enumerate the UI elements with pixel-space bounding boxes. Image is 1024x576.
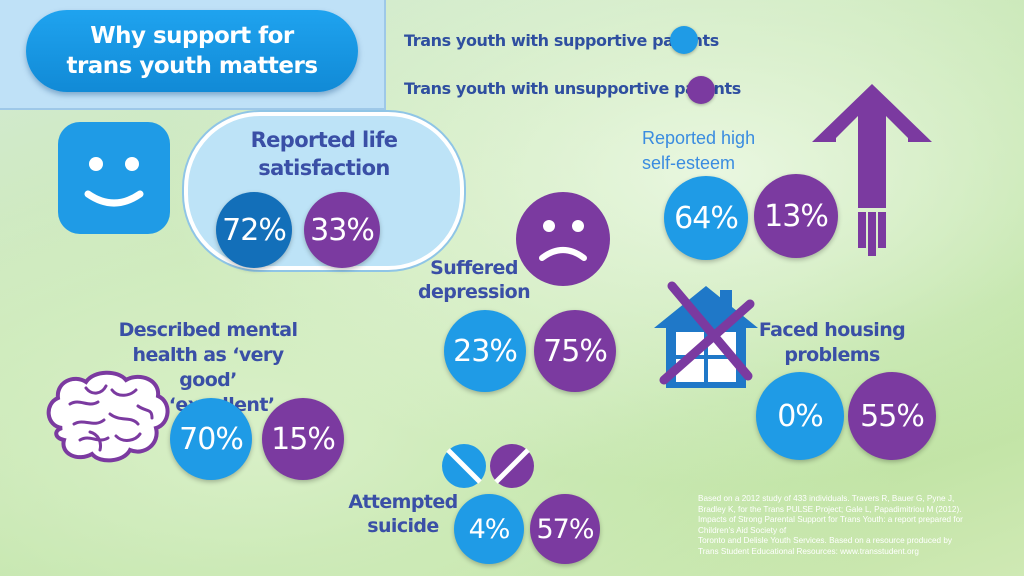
suicide-supportive-value: 4% xyxy=(454,494,524,564)
life-satisfaction-label: Reported life satisfaction xyxy=(196,126,452,182)
suicide-label-line-2: suicide xyxy=(367,515,439,537)
mental-health-label-line-2: health as ‘very good’ xyxy=(132,344,285,391)
legend-unsupportive-label: Trans youth with unsupportive parents xyxy=(404,79,741,98)
mental-health-label-line-1: Described mental xyxy=(118,319,298,341)
legend-unsupportive-dot xyxy=(687,76,715,104)
footnote-line-4: Children’s Aid Society of xyxy=(698,525,787,535)
title-line-1: Why support for xyxy=(90,23,294,49)
depression-label: Suffered depression xyxy=(410,256,538,304)
brain-icon xyxy=(40,368,174,468)
housing-label-line-2: problems xyxy=(784,344,880,366)
depression-label-line-1: Suffered xyxy=(430,257,518,279)
mental-health-unsupportive-value: 15% xyxy=(262,398,344,480)
self-esteem-supportive-value: 64% xyxy=(664,176,748,260)
depression-supportive-value: 23% xyxy=(444,310,526,392)
legend-supportive-label: Trans youth with supportive parents xyxy=(404,31,719,50)
life-satisfaction-unsupportive-value: 33% xyxy=(304,192,380,268)
self-esteem-unsupportive-value: 13% xyxy=(754,174,838,258)
title-line-2: trans youth matters xyxy=(66,53,318,79)
sad-face-icon xyxy=(516,192,610,286)
depression-label-line-2: depression xyxy=(417,281,531,303)
footnote-line-6: Trans Student Educational Resources: www… xyxy=(698,546,919,556)
footnote-line-3: Impacts of Strong Parental Support for T… xyxy=(698,515,963,525)
housing-label-line-1: Faced housing xyxy=(758,319,906,341)
footnote-line-5: Toronto and Delisle Youth Services. Base… xyxy=(698,536,952,546)
crossed-house-icon xyxy=(650,280,762,396)
depression-unsupportive-value: 75% xyxy=(534,310,616,392)
suicide-label: Attempted suicide xyxy=(348,490,458,538)
housing-label: Faced housing problems xyxy=(758,318,906,368)
housing-unsupportive-value: 55% xyxy=(848,372,936,460)
page-title: Why support for trans youth matters xyxy=(26,10,358,92)
self-esteem-label-line-2: self-esteem xyxy=(642,153,736,173)
smiley-icon xyxy=(58,122,170,234)
footnote-line-2: Bradley K, for the Trans PULSE Project; … xyxy=(698,504,962,514)
housing-supportive-value: 0% xyxy=(756,372,844,460)
footnote-line-1: Based on a 2012 study of 433 individuals… xyxy=(698,494,955,503)
life-satisfaction-supportive-value: 72% xyxy=(216,192,292,268)
suicide-label-line-1: Attempted xyxy=(348,491,458,513)
self-esteem-label: Reported high self-esteem xyxy=(642,126,755,176)
life-satisfaction-label-line-1: Reported life xyxy=(250,128,398,152)
life-satisfaction-label-line-2: satisfaction xyxy=(258,156,390,180)
self-esteem-label-line-1: Reported high xyxy=(642,128,756,148)
source-footnote: Based on a 2012 study of 433 individuals… xyxy=(698,494,1016,558)
suicide-unsupportive-value: 57% xyxy=(530,494,600,564)
legend-supportive-dot xyxy=(670,26,698,54)
mental-health-supportive-value: 70% xyxy=(170,398,252,480)
pills-icon xyxy=(440,440,536,492)
up-arrow-icon xyxy=(808,80,936,260)
